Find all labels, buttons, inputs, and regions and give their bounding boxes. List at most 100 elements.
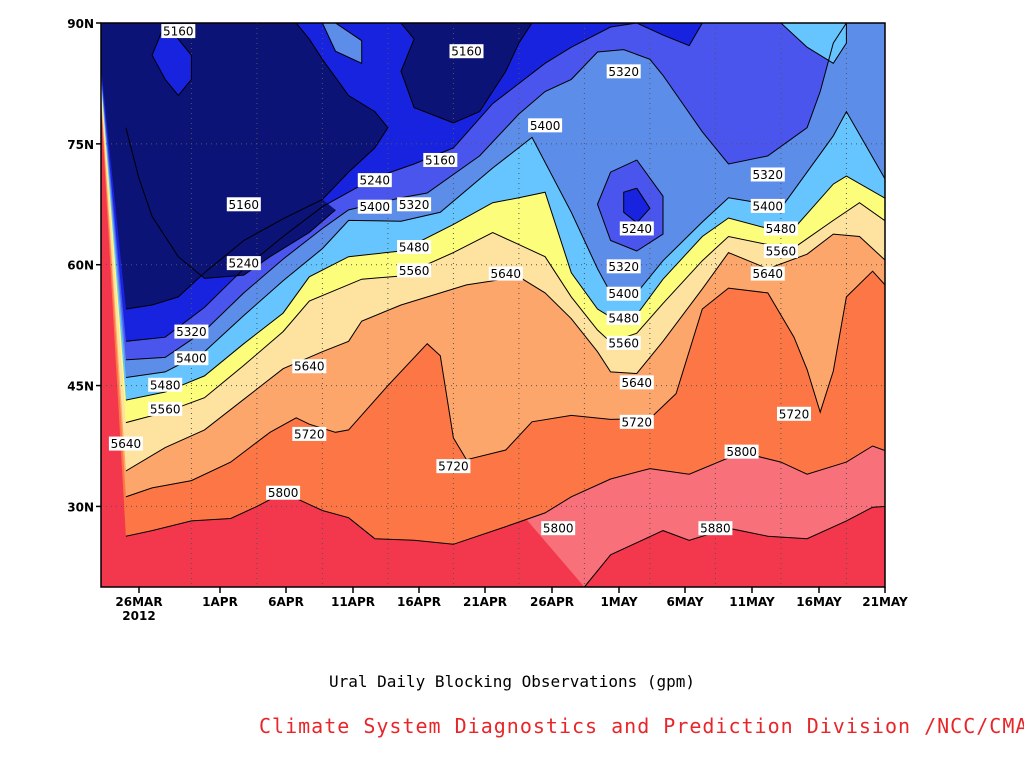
contour-label-box-34 — [266, 485, 301, 500]
contour-label-box-2 — [226, 197, 261, 212]
x-tick-label: 26MAR — [115, 595, 162, 609]
contour-label-box-19 — [606, 310, 641, 325]
contour-label-5720: 5720 — [438, 460, 469, 474]
contour-label-5240: 5240 — [229, 257, 260, 271]
band-core-5160-apr — [401, 23, 532, 123]
contour-label-box-32 — [619, 414, 654, 429]
contour-line-5160 — [151, 23, 192, 97]
grid-lines — [101, 23, 885, 587]
contour-line-5240 — [636, 23, 703, 47]
contour-label-5560: 5560 — [608, 336, 639, 350]
contour-label-box-9 — [606, 64, 641, 79]
contour-label-5560: 5560 — [766, 245, 797, 259]
contour-label-box-3 — [423, 152, 458, 167]
x-tick-label: 6APR — [268, 595, 304, 609]
contour-line-5320 — [780, 23, 847, 64]
contour-label-5880: 5880 — [700, 522, 731, 536]
contour-label-box-31 — [436, 459, 471, 474]
contour-line-5240 — [125, 23, 637, 342]
x-tick-label: 1APR — [202, 595, 238, 609]
contour-label-box-22 — [148, 401, 183, 416]
band-north-may — [636, 23, 703, 46]
contour-label-5720: 5720 — [294, 427, 325, 441]
x-tick-label: 16MAY — [796, 595, 842, 609]
contour-label-box-15 — [606, 286, 641, 301]
band-low-5240 — [623, 188, 650, 223]
x-tick-label: 21MAY — [862, 595, 908, 609]
contour-label-box-27 — [292, 359, 327, 374]
contour-line-5160 — [125, 127, 336, 279]
contour-label-box-33 — [777, 406, 811, 421]
contour-label-box-1 — [449, 44, 484, 59]
contour-line-5160 — [125, 23, 389, 310]
contour-label-box-11 — [750, 167, 785, 182]
contour-label-box-28 — [619, 375, 654, 390]
contour-line-5240 — [623, 187, 651, 224]
contour-label-box-26 — [108, 436, 143, 451]
contour-label-box-25 — [488, 266, 523, 281]
x-tick-label: 1MAY — [600, 595, 637, 609]
contour-label-box-16 — [750, 198, 785, 213]
x-tick-label: 26APR — [530, 595, 574, 609]
x-tick-label: 6MAY — [666, 595, 703, 609]
contour-label-5320: 5320 — [399, 198, 430, 212]
filled-contour-bands — [101, 23, 885, 587]
x-tick-label: 11MAY — [729, 595, 775, 609]
contour-label-5720: 5720 — [622, 415, 653, 429]
y-tick-label: 45N — [67, 380, 94, 394]
contour-label-5640: 5640 — [622, 376, 653, 390]
contour-label-5320: 5320 — [608, 65, 639, 79]
contour-label-box-17 — [397, 239, 432, 254]
contour-line-5240 — [321, 23, 363, 65]
contour-label-5640: 5640 — [753, 267, 784, 281]
contour-label-5160: 5160 — [425, 153, 456, 167]
contour-label-5400: 5400 — [608, 287, 639, 301]
contour-line-5720 — [125, 270, 885, 498]
contour-label-5800: 5800 — [268, 486, 299, 500]
contour-label-5400: 5400 — [753, 199, 784, 213]
contour-label-box-24 — [763, 244, 798, 259]
contour-label-box-13 — [174, 351, 209, 366]
contour-line-5880 — [584, 505, 885, 587]
contour-label-box-10 — [606, 259, 641, 274]
contour-label-box-36 — [724, 444, 759, 459]
contour-label-box-12 — [357, 199, 392, 214]
contour-line-5320 — [125, 23, 847, 361]
contour-label-5640: 5640 — [491, 267, 522, 281]
x-tick-label: 16APR — [397, 595, 441, 609]
contour-label-box-0 — [161, 24, 196, 39]
band-island-28mar — [152, 23, 192, 96]
contour-line-5160 — [400, 23, 533, 124]
contour-label-5400: 5400 — [176, 352, 207, 366]
contour-label-5160: 5160 — [163, 25, 194, 39]
plot-frame — [100, 22, 886, 588]
contour-label-box-14 — [528, 118, 563, 133]
contour-label-5800: 5800 — [726, 445, 757, 459]
contour-label-box-29 — [750, 266, 785, 281]
contour-labels: 5160 5160 5160 5160 5240 5240 5240 5320 5320 5320… — [108, 24, 811, 536]
x-tick-label: 21APR — [463, 595, 507, 609]
contour-label-box-21 — [397, 263, 432, 278]
x-axis-ticks: 26MAR 1APR 6APR 11APR 16APR 21APR 26APR 1MAY 6MA… — [115, 587, 908, 623]
contour-label-box-20 — [763, 221, 798, 236]
band-core-5160-west — [102, 23, 336, 279]
y-tick-label: 75N — [67, 138, 94, 152]
contour-label-5160: 5160 — [451, 45, 482, 59]
contour-label-5800: 5800 — [543, 522, 574, 536]
y-tick-label: 60N — [67, 259, 94, 273]
contour-label-5320: 5320 — [608, 260, 639, 274]
contour-label-box-4 — [357, 173, 392, 188]
contour-label-5480: 5480 — [399, 240, 430, 254]
contour-label-5240: 5240 — [360, 174, 391, 188]
contour-label-5400: 5400 — [530, 119, 561, 133]
contour-label-5480: 5480 — [766, 222, 797, 236]
contour-label-5480: 5480 — [608, 311, 639, 325]
contour-label-5320: 5320 — [176, 325, 207, 339]
y-tick-label: 30N — [67, 500, 94, 514]
contour-line-5320 — [596, 159, 664, 252]
contour-label-5720: 5720 — [779, 407, 810, 421]
contour-label-5640: 5640 — [111, 437, 142, 451]
band-north-apr — [322, 23, 362, 64]
x-tick-label: 11APR — [331, 595, 375, 609]
band-north-16may — [780, 23, 847, 64]
